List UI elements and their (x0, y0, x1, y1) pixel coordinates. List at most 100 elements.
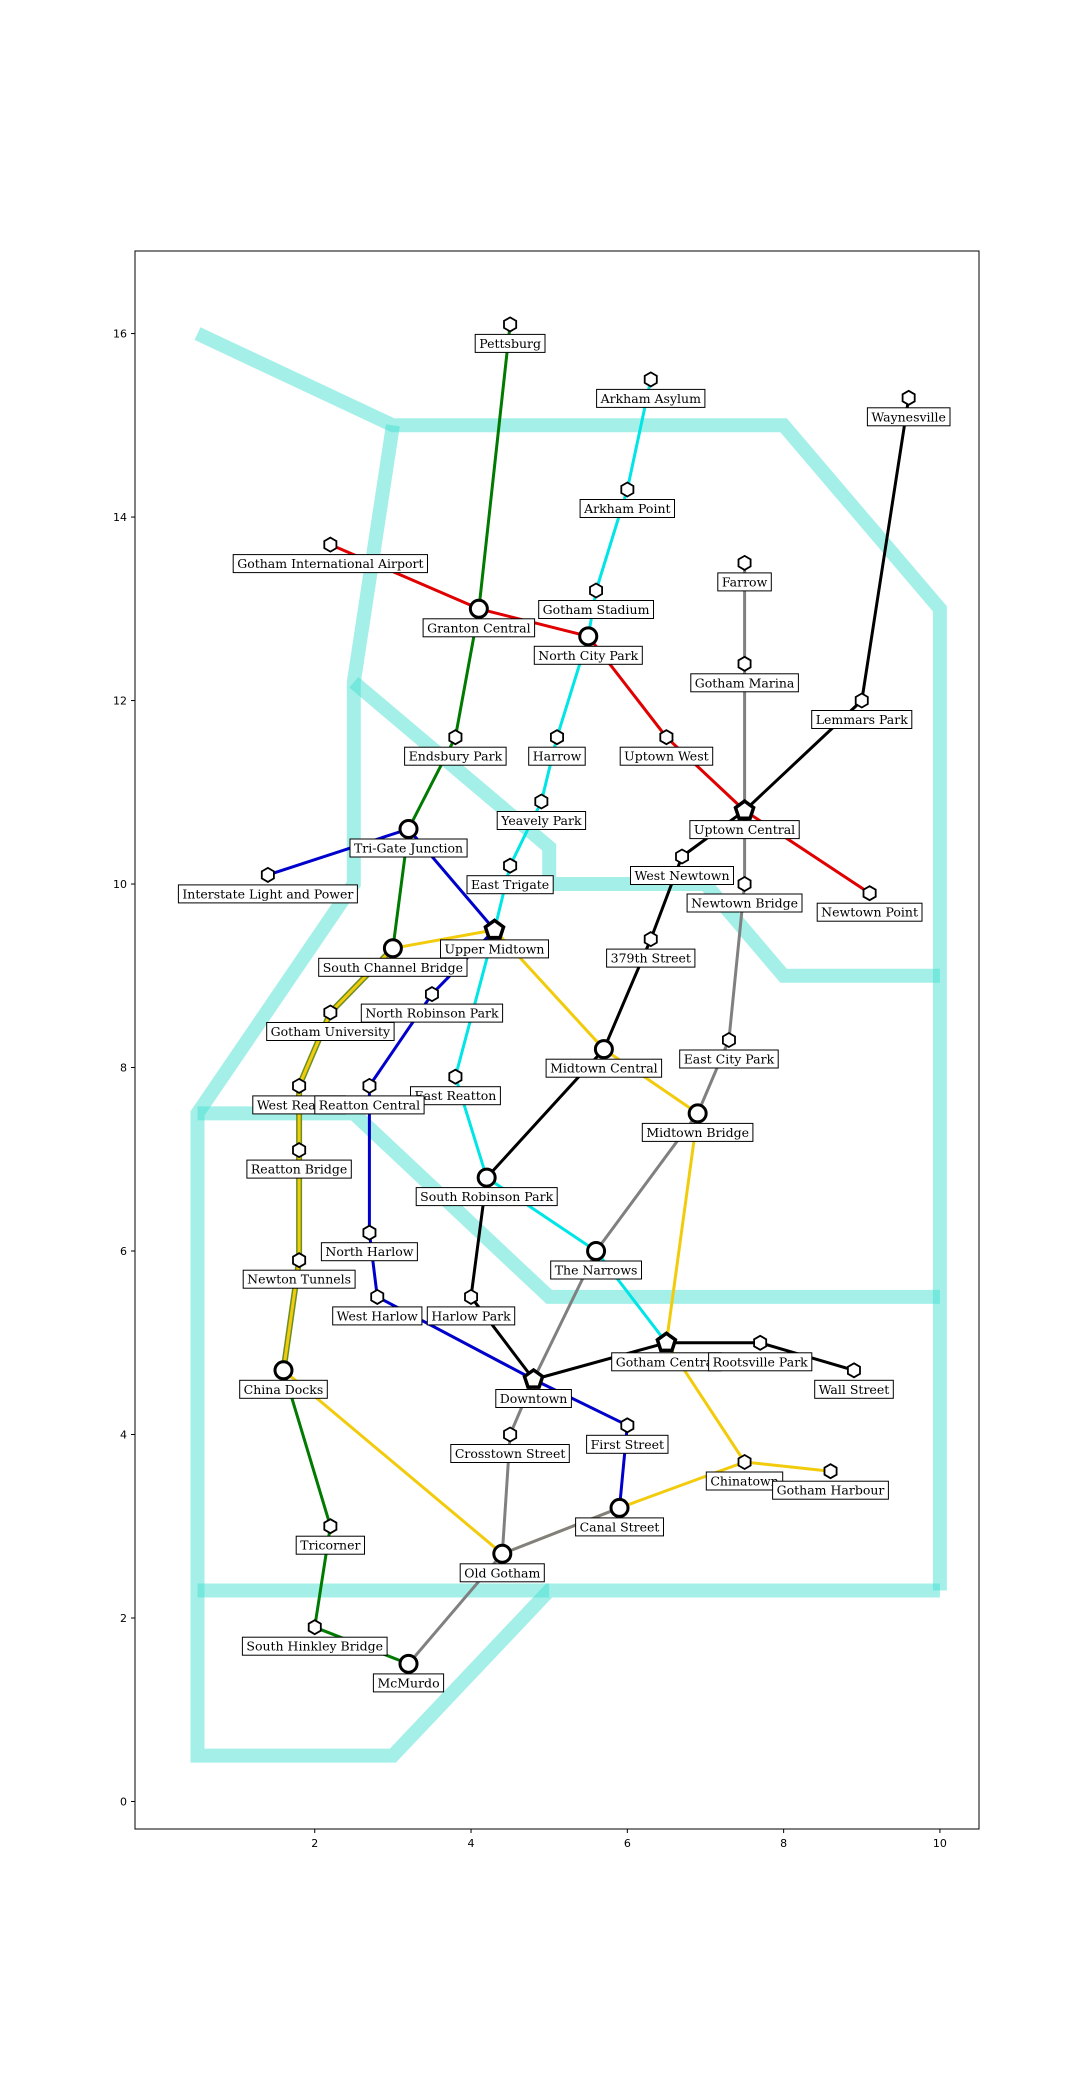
station-label-north-robinson-park: North Robinson Park (360, 1003, 504, 1023)
station-label-waynesville: Waynesville (866, 407, 951, 427)
station-marker-gotham-harbour[interactable] (823, 1463, 838, 1480)
station-label-box (422, 618, 536, 638)
station-marker-south-hinkley-bridge[interactable] (307, 1619, 322, 1636)
station-marker-east-trigate[interactable] (503, 857, 518, 874)
station-marker-mcmurdo[interactable] (398, 1653, 419, 1674)
station-label-text: Interstate Light and Power (182, 886, 353, 901)
station-marker-chinatown[interactable] (737, 1453, 752, 1471)
station-marker-east-reatton[interactable] (448, 1068, 463, 1085)
station-marker-upper-midtown[interactable] (483, 918, 506, 940)
station-label-box (811, 710, 913, 729)
station-marker-reatton-bridge[interactable] (292, 1142, 307, 1159)
station-marker-interstate-light-and-power[interactable] (260, 866, 275, 883)
station-marker-midtown-bridge[interactable] (687, 1103, 708, 1124)
station-marker-pettsburg[interactable] (503, 316, 518, 333)
station-marker-west-harlow[interactable] (370, 1288, 385, 1305)
station-marker-tri-gate-junction[interactable] (398, 818, 419, 839)
station-marker-north-robinson-park[interactable] (424, 986, 439, 1003)
station-label-box (241, 1636, 388, 1656)
station-marker-newton-tunnels[interactable] (292, 1252, 307, 1269)
station-marker-newtown-bridge[interactable] (737, 875, 752, 893)
station-label-box (239, 1379, 328, 1399)
station-label-mcmurdo: McMurdo (372, 1673, 445, 1693)
station-marker-the-narrows[interactable] (586, 1241, 607, 1262)
station-label-yeavely-park: Yeavely Park (496, 811, 587, 830)
station-marker-uptown-west[interactable] (659, 729, 674, 746)
station-marker-wall-street[interactable] (847, 1362, 861, 1379)
station-marker-china-docks[interactable] (273, 1360, 294, 1381)
station-label-text: Granton Central (427, 620, 531, 635)
station-label-gotham-harbour: Gotham Harbour (772, 1480, 889, 1500)
station-marker-old-gotham[interactable] (492, 1543, 513, 1564)
station-label-box (866, 407, 951, 427)
station-label-text: East Reatton (414, 1088, 496, 1103)
station-label-box (232, 554, 428, 574)
station-marker-reatton-central[interactable] (362, 1077, 377, 1094)
station-marker-harlow-park[interactable] (464, 1288, 479, 1305)
station-marker-first-street[interactable] (620, 1417, 635, 1434)
station-label-interstate-light-and-power: Interstate Light and Power (177, 884, 358, 904)
station-label-gotham-international-airport: Gotham International Airport (232, 554, 428, 574)
station-label-box (708, 1352, 813, 1372)
station-label-pettsburg: Pettsburg (474, 333, 546, 353)
station-marker-midtown-central[interactable] (593, 1039, 614, 1060)
station-label-midtown-central: Midtown Central (545, 1058, 663, 1078)
station-label-text: South Hinkley Bridge (246, 1639, 383, 1654)
station-label-text: Midtown Bridge (646, 1125, 749, 1140)
station-marker-north-harlow[interactable] (362, 1224, 377, 1241)
station-marker-gotham-marina[interactable] (737, 655, 752, 672)
station-marker-west-newtown[interactable] (675, 848, 689, 865)
station-label-box (686, 893, 803, 913)
station-label-box (415, 1187, 558, 1207)
station-marker-canal-street[interactable] (609, 1497, 630, 1518)
x-tick-label: 8 (780, 1837, 787, 1850)
station-marker-west-reatton[interactable] (292, 1077, 307, 1094)
station-marker-gotham-international-airport[interactable] (323, 536, 338, 553)
station-marker-lemmars-park[interactable] (854, 692, 869, 709)
station-label-text: First Street (591, 1437, 664, 1452)
transit-line-gray (500, 1506, 621, 1556)
station-marker-arkham-point[interactable] (620, 481, 635, 498)
station-label-south-hinkley-bridge: South Hinkley Bridge (241, 1636, 388, 1656)
station-label-harrow: Harrow (528, 746, 586, 766)
y-tick-label: 10 (113, 878, 127, 891)
station-marker-tricorner[interactable] (323, 1518, 338, 1535)
station-label-box (528, 746, 586, 766)
station-marker-newtown-point[interactable] (862, 885, 877, 902)
station-marker-arkham-asylum[interactable] (643, 371, 658, 388)
station-marker-uptown-central[interactable] (733, 798, 756, 821)
station-marker-downtown[interactable] (522, 1367, 545, 1389)
x-tick-label: 6 (624, 1837, 631, 1850)
station-marker-gotham-central[interactable] (655, 1331, 678, 1353)
station-marker-rootsville-park[interactable] (753, 1334, 768, 1351)
station-label-text: Uptown West (624, 749, 708, 764)
station-marker-crosstown-street[interactable] (503, 1426, 518, 1443)
station-label-box (349, 838, 468, 858)
station-marker-harrow[interactable] (550, 729, 564, 746)
station-marker-granton-central[interactable] (468, 598, 489, 619)
y-tick-label: 6 (120, 1245, 127, 1258)
station-marker-endsbury-park[interactable] (448, 729, 463, 746)
station-label-text: The Narrows (555, 1263, 638, 1278)
station-label-text: Newton Tunnels (247, 1272, 351, 1287)
station-label-text: China Docks (244, 1382, 324, 1397)
station-label-text: Gotham Harbour (777, 1483, 885, 1498)
station-label-north-city-park: North City Park (533, 645, 643, 665)
station-label-text: Endsbury Park (409, 749, 503, 764)
station-label-gotham-marina: Gotham Marina (690, 673, 799, 693)
station-label-text: Uptown Central (694, 822, 795, 837)
station-marker-yeavely-park[interactable] (534, 793, 549, 810)
station-marker-waynesville[interactable] (901, 389, 916, 406)
station-marker-gotham-stadium[interactable] (589, 582, 603, 599)
station-marker-farrow[interactable] (737, 554, 752, 571)
station-label-farrow: Farrow (717, 572, 772, 592)
station-label-box (772, 1480, 889, 1500)
station-marker-north-city-park[interactable] (578, 626, 599, 647)
station-marker-south-robinson-park[interactable] (476, 1167, 497, 1188)
station-marker-gotham-university[interactable] (323, 1004, 338, 1021)
station-label-chinatown: Chinatown (705, 1471, 784, 1491)
station-marker-east-city-park[interactable] (722, 1031, 736, 1049)
station-marker-379th-street[interactable] (643, 931, 658, 948)
station-marker-south-channel-bridge[interactable] (382, 938, 403, 959)
station-label-text: Gotham Stadium (543, 602, 650, 617)
